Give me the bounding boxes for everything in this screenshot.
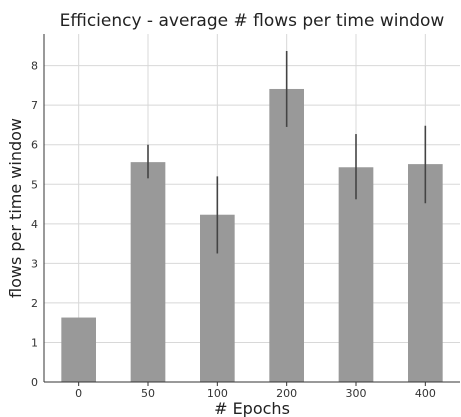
bar-50 [130, 162, 166, 382]
x-tick-labels: 0 50 100 200 300 400 [75, 387, 436, 400]
axes-group [43, 34, 460, 386]
y-tick-label: 3 [31, 257, 38, 270]
y-tick-label: 2 [31, 297, 38, 310]
bar-200 [269, 88, 304, 382]
x-tick-label: 200 [276, 387, 297, 400]
x-tick-label: 100 [207, 387, 228, 400]
y-tick-label: 0 [31, 376, 38, 389]
y-axis-label: flows per time window [6, 118, 25, 298]
y-tick-label: 4 [31, 218, 38, 231]
y-tick-labels: 0 1 2 3 4 5 6 7 8 [31, 60, 38, 389]
y-tick-label: 5 [31, 178, 38, 191]
x-tick-label: 300 [346, 387, 367, 400]
error-bars-group [147, 51, 427, 254]
y-tick-label: 1 [31, 336, 38, 349]
grid-lines [44, 34, 460, 383]
bar-300 [338, 167, 374, 382]
y-tick-label: 8 [31, 60, 38, 73]
bar-0 [61, 317, 96, 382]
x-tick-label: 50 [141, 387, 155, 400]
chart-title: Efficiency - average # flows per time wi… [60, 11, 445, 31]
x-tick-label: 400 [415, 387, 436, 400]
bars-group [61, 88, 443, 382]
x-axis-label: # Epochs [214, 399, 290, 417]
y-tick-label: 7 [31, 99, 38, 112]
x-tick-label: 0 [75, 387, 82, 400]
y-tick-label: 6 [31, 139, 38, 152]
